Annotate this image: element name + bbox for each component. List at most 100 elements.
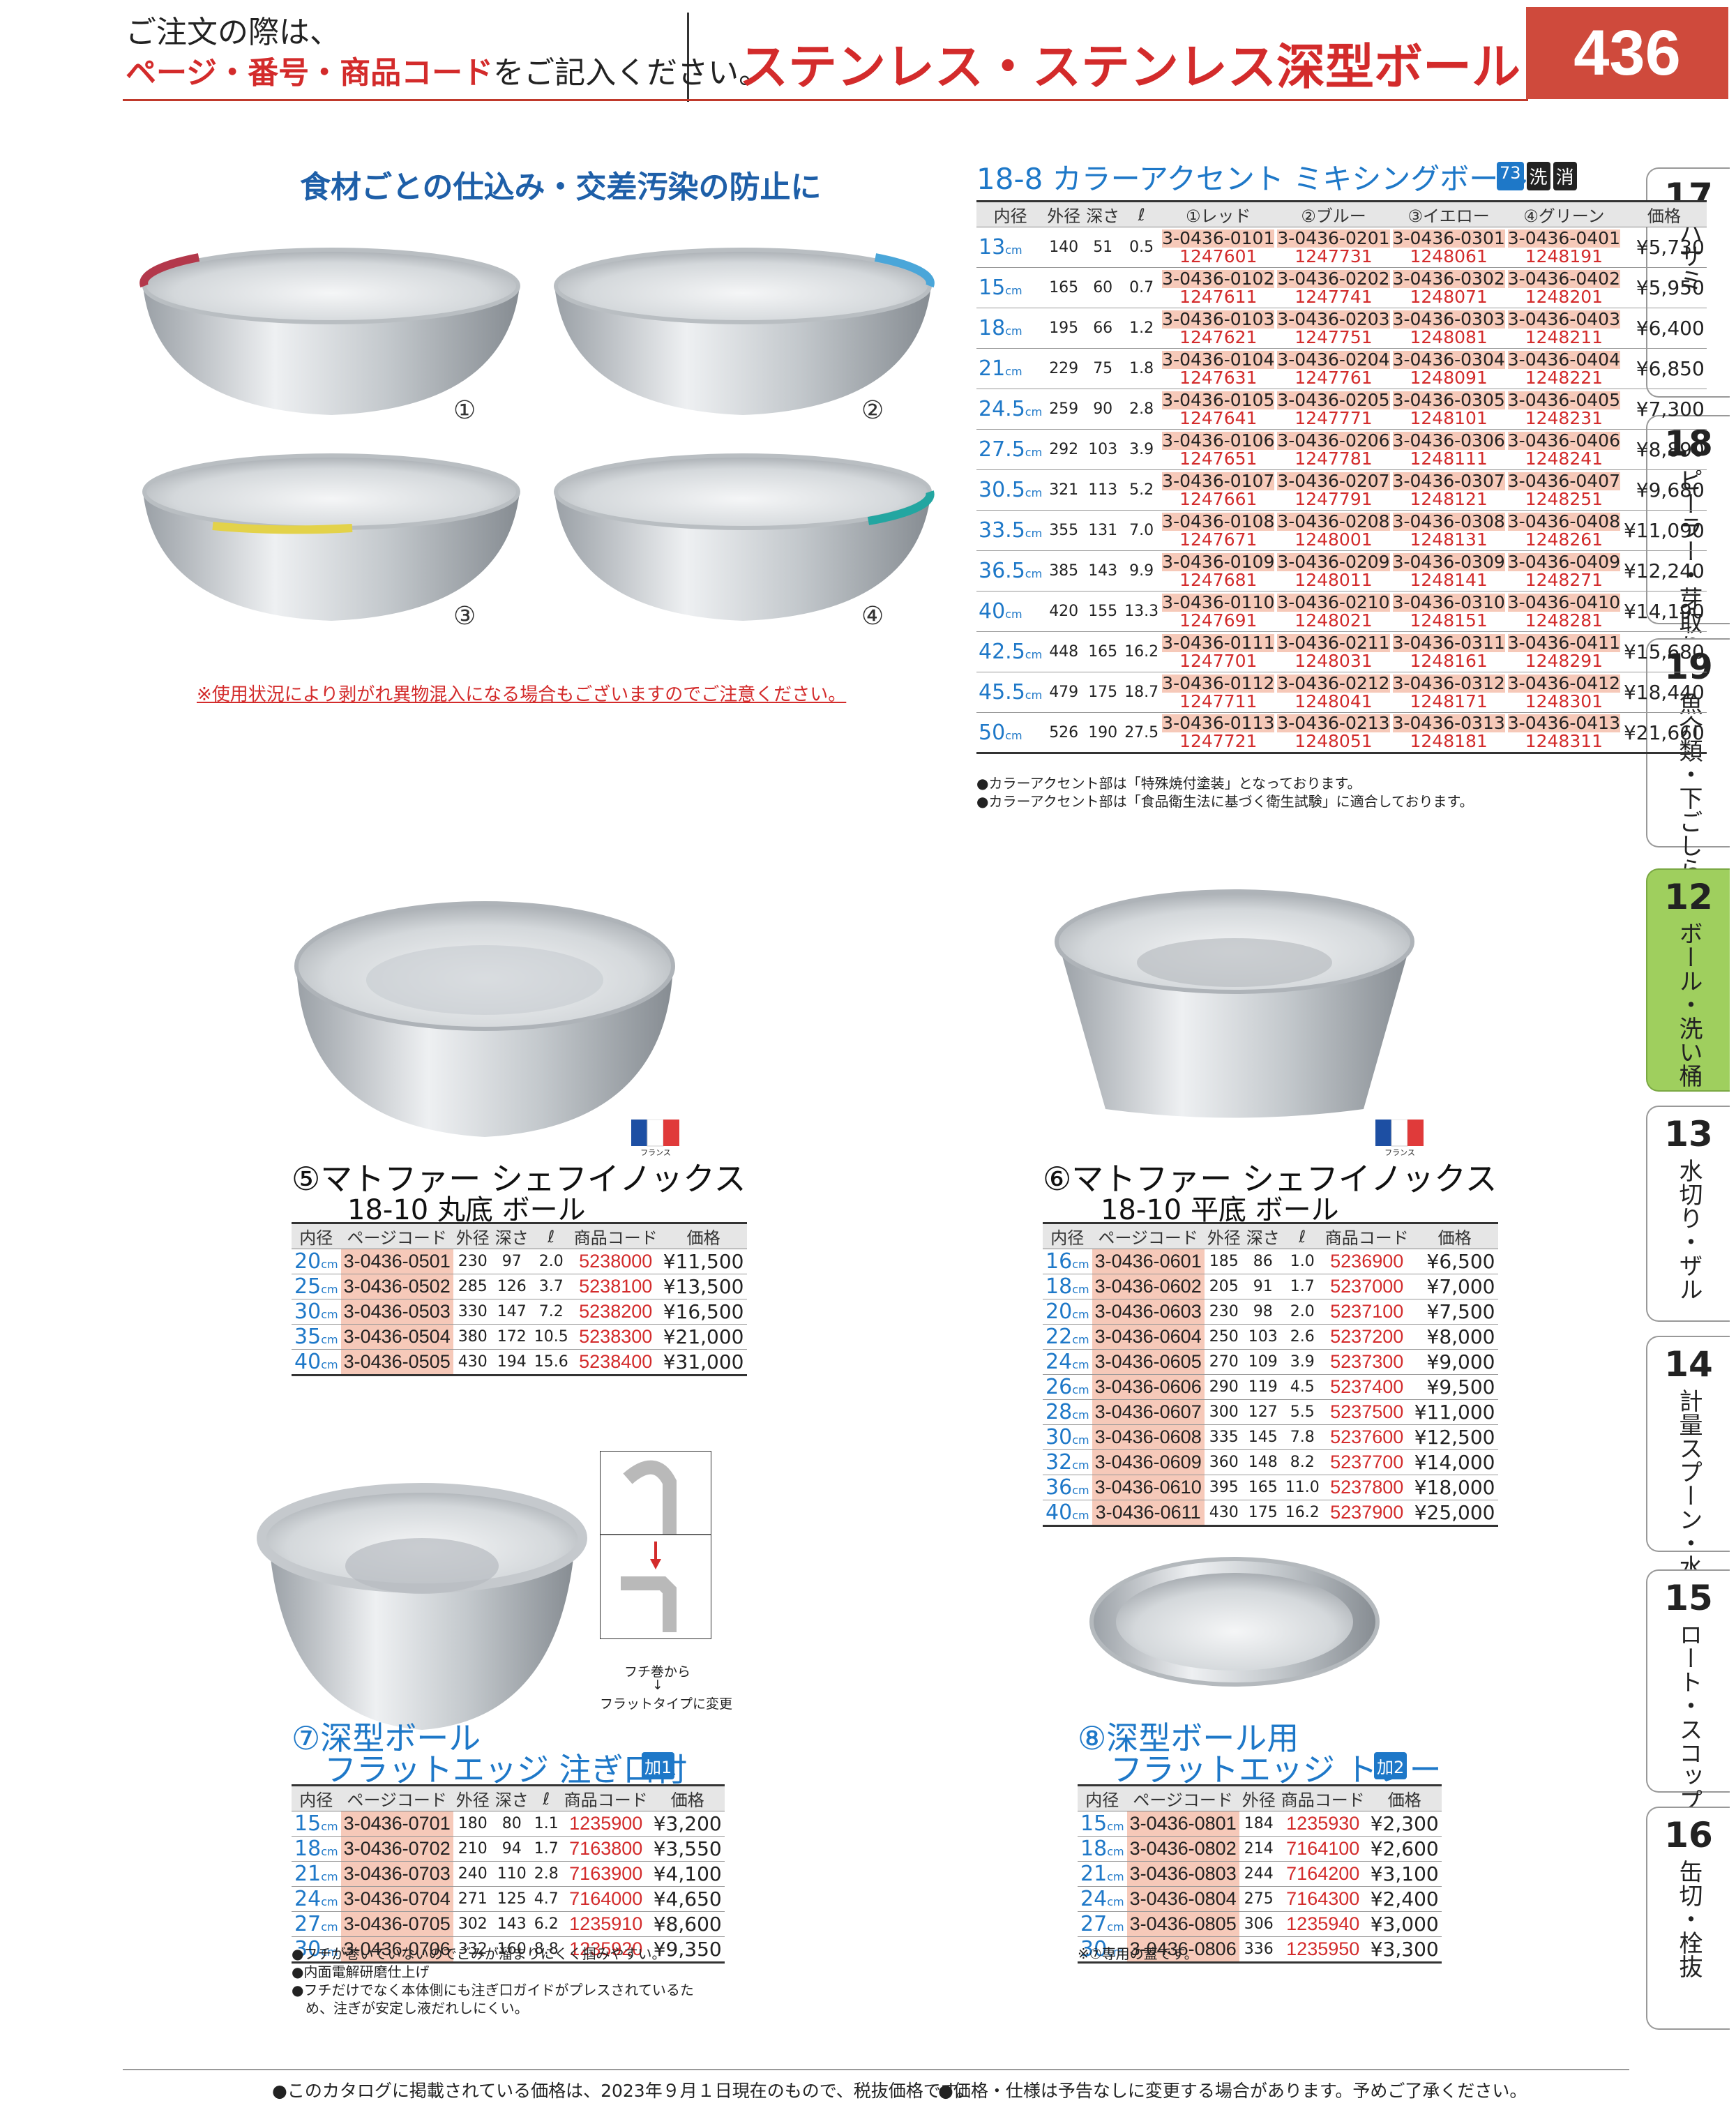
side-tab-label: ボール・洗い桶: [1675, 921, 1703, 1087]
p8-cell: 214: [1239, 1836, 1278, 1862]
code-cell: 3-0436-0407 1248251: [1506, 469, 1622, 511]
p7-col-header: ページコード: [340, 1784, 453, 1811]
vol-cell: 27.5: [1122, 712, 1161, 754]
product-code: 1248161: [1410, 650, 1488, 671]
p6-cell: 3-0436-0601: [1092, 1249, 1205, 1274]
table-row: 40cm 3-0436-0505 430 194 15.6 5238400 ¥31,000: [292, 1349, 747, 1376]
flat-bottom-bowl-photo: [1055, 889, 1414, 1118]
p5-cell: 2.0: [531, 1249, 571, 1274]
p6-cell: 1.7: [1282, 1274, 1322, 1299]
size-cell: 40cm: [976, 591, 1045, 632]
product-code: 1248041: [1295, 691, 1373, 711]
p6-cell: 300: [1204, 1399, 1244, 1425]
p8-cell: 7164100: [1278, 1836, 1368, 1862]
product-code: 1247711: [1179, 691, 1258, 711]
table-row: 24cm 3-0436-0605 270 109 3.9 5237300 ¥9,000: [1043, 1349, 1498, 1375]
p8-cell: 3-0436-0803: [1126, 1861, 1239, 1887]
table-row: 21cm 3-0436-0803 244 7164200 ¥3,100: [1078, 1861, 1442, 1887]
p7-col-header: 深さ: [492, 1784, 531, 1811]
table-row: 42.5cm 448 165 16.2 3-0436-0111 1247701 3-0436…: [976, 631, 1707, 672]
p5-cell: 7.2: [531, 1299, 571, 1325]
depth-cell: 131: [1083, 510, 1123, 551]
p6-cell: 109: [1243, 1349, 1283, 1375]
depth-cell: 90: [1083, 389, 1123, 430]
size-cell: 45.5cm: [976, 672, 1045, 713]
page-code: 3-0436-0108: [1162, 511, 1275, 532]
page-number: 436: [1526, 7, 1728, 99]
p7-cell: 2.8: [531, 1861, 561, 1887]
depth-cell: 66: [1083, 308, 1123, 349]
table-row: 13cm 140 51 0.5 3-0436-0101 1247601 3-0436-020…: [976, 227, 1707, 268]
price-cell: ¥11,090: [1621, 510, 1707, 551]
product-code: 1247731: [1295, 246, 1373, 266]
page-code: 3-0436-0205: [1277, 389, 1390, 410]
depth-cell: 190: [1083, 712, 1123, 754]
outer-cell: 229: [1044, 348, 1084, 389]
side-tab-14[interactable]: 14 計量スプーン・水マス・: [1646, 1336, 1730, 1650]
p7-cell: 210: [453, 1836, 492, 1862]
code-cell: 3-0436-0413 1248311: [1506, 712, 1622, 754]
page-code: 3-0436-0202: [1277, 268, 1390, 289]
p5-cell: 330: [453, 1299, 492, 1325]
page-code: 3-0436-0309: [1392, 551, 1505, 572]
p6-cell: 28cm: [1043, 1399, 1092, 1425]
feature-heading: 食材ごとの仕込み・交差汚染の防止に: [300, 169, 822, 205]
price-cell: ¥7,300: [1621, 389, 1707, 430]
side-tab-16[interactable]: 16 缶切・栓抜: [1646, 1807, 1730, 2030]
product-code: 1248191: [1525, 246, 1603, 266]
p6-cell: 165: [1243, 1475, 1283, 1500]
table-row: 15cm 3-0436-0801 184 1235930 ¥2,300: [1078, 1811, 1442, 1837]
table-row: 27cm 3-0436-0805 306 1235940 ¥3,000: [1078, 1911, 1442, 1937]
side-tab-number: 15: [1664, 1578, 1713, 1618]
product-code: 1247721: [1179, 731, 1258, 751]
p6-title2: 18-10 平底 ボール: [1101, 1194, 1339, 1226]
vol-cell: 3.9: [1122, 429, 1161, 470]
p6-cell: ¥25,000: [1411, 1500, 1498, 1527]
p6-cell: 2.6: [1282, 1324, 1322, 1350]
p7-cell: 1235900: [561, 1811, 651, 1837]
side-tab-12[interactable]: 12 ボール・洗い桶: [1646, 868, 1730, 1092]
p7-cell: 30cm: [292, 1936, 341, 1964]
p6-cell: 3-0436-0607: [1092, 1399, 1205, 1425]
tray-lid-photo: [1089, 1557, 1380, 1687]
p5-cell: 3-0436-0502: [340, 1274, 453, 1299]
product-code: 1247641: [1179, 407, 1258, 428]
outer-cell: 321: [1044, 469, 1084, 511]
code-cell: 3-0436-0310 1248151: [1391, 591, 1507, 632]
p8-cell: 3-0436-0804: [1126, 1886, 1239, 1912]
accent-bowl-1: [139, 248, 520, 415]
p6-cell: 24cm: [1043, 1349, 1092, 1375]
table-row: 24.5cm 259 90 2.8 3-0436-0105 1247641 3-0436-0…: [976, 389, 1707, 430]
side-tab-number: 14: [1664, 1344, 1713, 1385]
page-code: 3-0436-0104: [1162, 349, 1275, 370]
p6-cell: 5.5: [1282, 1399, 1322, 1425]
code-cell: 3-0436-0102 1247611: [1161, 267, 1276, 308]
p7-cell: 302: [453, 1911, 492, 1937]
side-tab-15[interactable]: 15 ロート・スコップ: [1646, 1569, 1730, 1812]
p6-cell: ¥14,000: [1411, 1449, 1498, 1475]
outer-cell: 292: [1044, 429, 1084, 470]
badge-wash: 洗: [1526, 162, 1550, 190]
product-code: 1247761: [1295, 367, 1373, 388]
side-tab-13[interactable]: 13 水切り・ザル: [1646, 1106, 1730, 1322]
code-cell: 3-0436-0108 1247671: [1161, 510, 1276, 551]
accent-bowl-4: [554, 453, 935, 621]
page-code: 3-0436-0401: [1507, 227, 1620, 248]
p6-cell: 3.9: [1282, 1349, 1322, 1375]
header-divider: [123, 99, 1528, 101]
depth-cell: 175: [1083, 672, 1123, 713]
page-title: ステンレス・ステンレス深型ボール: [739, 38, 1520, 96]
color-bowls-illustration: ① ② ③ ④: [139, 248, 935, 628]
table-row: 24cm 3-0436-0704 271 125 4.7 7164000 ¥4,650: [292, 1886, 725, 1912]
p6-cell: 175: [1243, 1500, 1283, 1527]
p5-col-header: 価格: [660, 1222, 747, 1249]
p7-note-3: ●フチだけでなく本体側にも注ぎ口ガイドがプレスされているた: [292, 1982, 694, 1998]
p6-cell: 3-0436-0604: [1092, 1324, 1205, 1350]
p5-cell: 3-0436-0505: [340, 1349, 453, 1376]
p5-col-header: 外径: [453, 1222, 492, 1249]
page-code: 3-0436-0413: [1507, 713, 1620, 733]
code-cell: 3-0436-0402 1248201: [1506, 267, 1622, 308]
p8-cell: ¥2,600: [1367, 1836, 1442, 1862]
size-cell: 30.5cm: [976, 469, 1045, 511]
page-code: 3-0436-0106: [1162, 430, 1275, 451]
